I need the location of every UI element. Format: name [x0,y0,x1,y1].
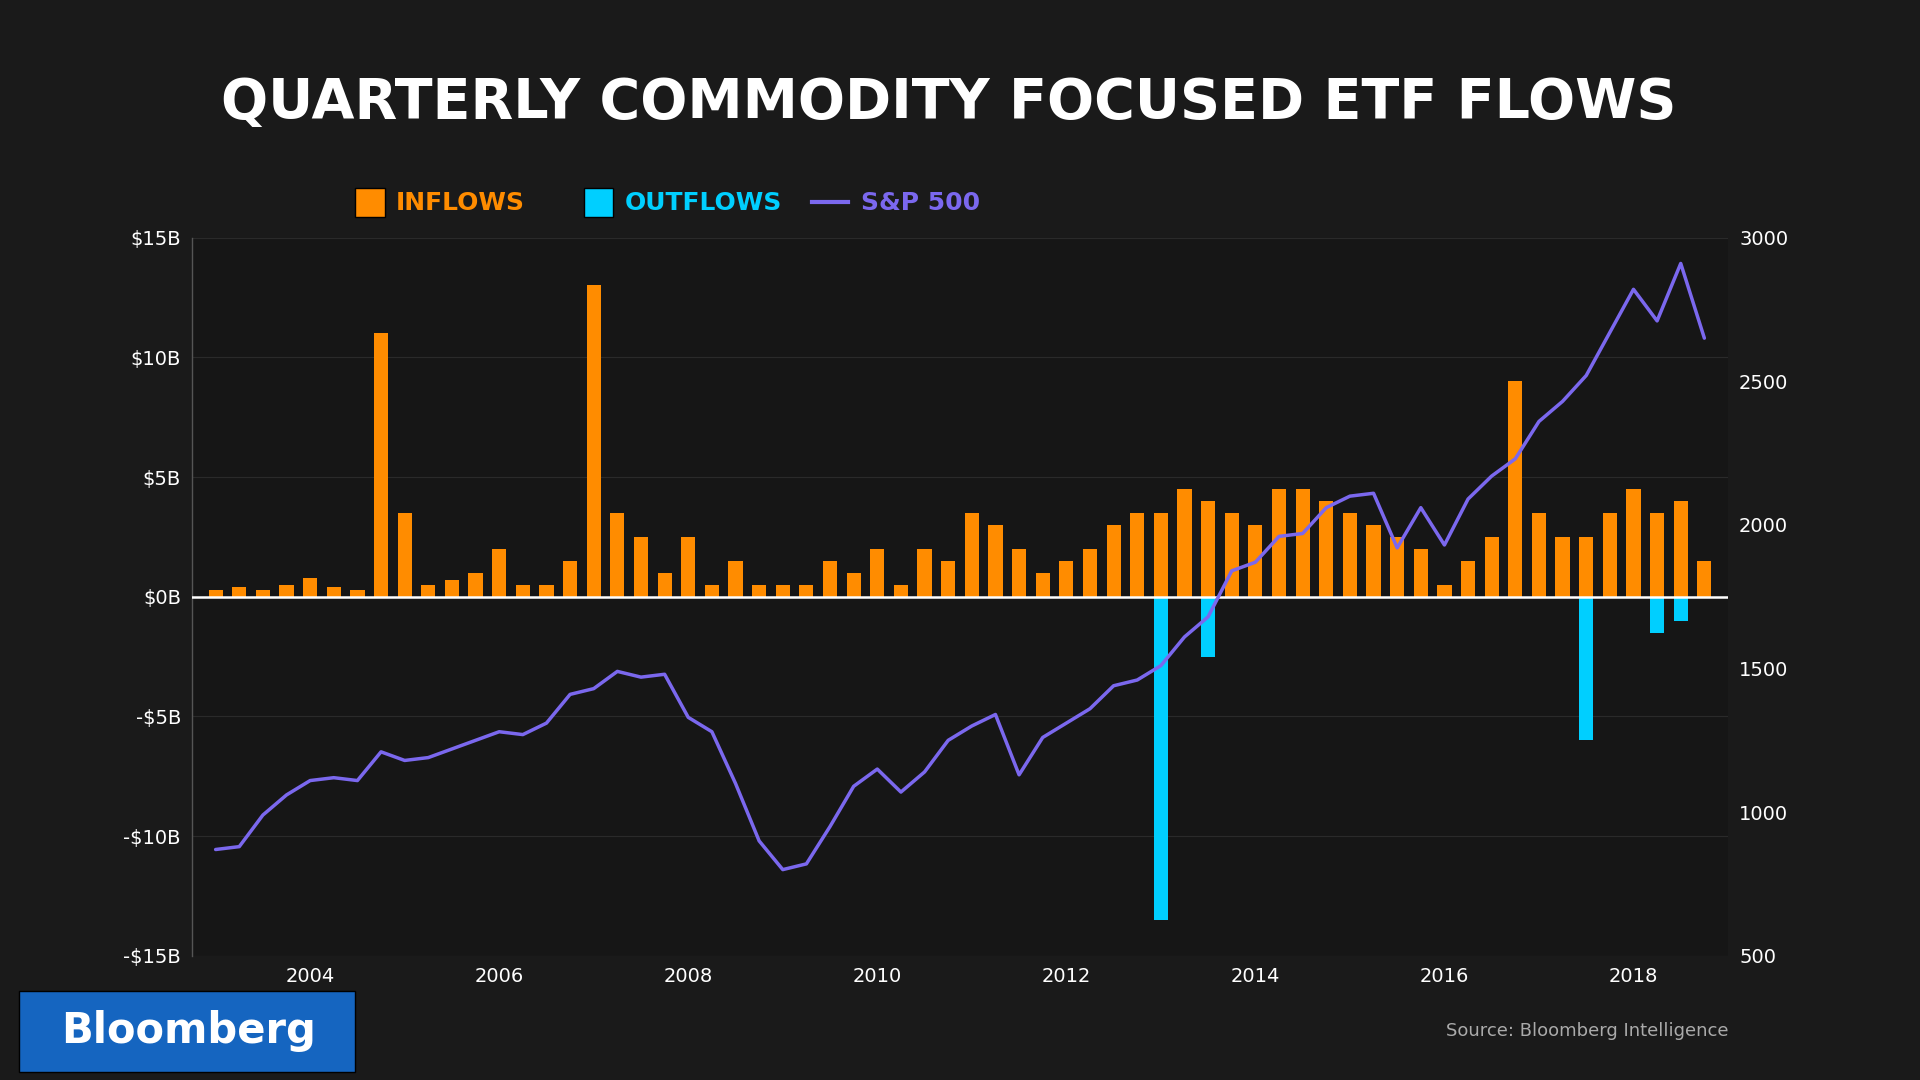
Bar [989,525,1002,597]
Text: Source: Bloomberg Intelligence: Source: Bloomberg Intelligence [1446,1023,1728,1040]
Bar [941,561,956,597]
Bar [1649,597,1665,633]
Bar [895,584,908,597]
FancyBboxPatch shape [355,188,384,217]
Bar [1367,525,1380,597]
Text: QUARTERLY COMMODITY FOCUSED ETF FLOWS: QUARTERLY COMMODITY FOCUSED ETF FLOWS [221,76,1676,130]
Bar [1296,489,1309,597]
Bar [1342,513,1357,597]
Bar [468,572,482,597]
Bar [1649,513,1665,597]
Bar [280,584,294,597]
Bar [1390,537,1404,597]
Bar [1509,381,1523,597]
Bar [1578,537,1594,597]
Bar [1225,513,1238,597]
Bar [847,572,860,597]
Bar [1674,501,1688,597]
Bar [397,513,411,597]
Bar [728,561,743,597]
Bar [420,584,436,597]
Bar [255,590,271,597]
Bar [1319,501,1332,597]
Bar [540,584,553,597]
Bar [1202,597,1215,657]
Bar [349,590,365,597]
Bar [611,513,624,597]
Bar [563,561,578,597]
Bar [1106,525,1121,597]
Bar [1484,537,1500,597]
Bar [705,584,718,597]
Bar [1697,561,1711,597]
Bar [1012,549,1025,597]
Bar [870,549,885,597]
FancyBboxPatch shape [19,990,355,1072]
Bar [776,584,789,597]
Bar [1271,489,1286,597]
Bar [588,285,601,597]
Bar [1603,513,1617,597]
Bar [1532,513,1546,597]
Bar [1248,525,1263,597]
Bar [682,537,695,597]
Bar [657,572,672,597]
Bar [1413,549,1428,597]
Bar [1438,584,1452,597]
Bar [303,578,317,597]
Bar [232,588,246,597]
Bar [1154,597,1167,920]
Bar [1461,561,1475,597]
Bar [326,588,342,597]
Bar [445,580,459,597]
FancyBboxPatch shape [584,188,612,217]
Bar [1035,572,1050,597]
Bar [1177,489,1192,597]
Bar [964,513,979,597]
Bar [918,549,931,597]
Bar [1555,537,1571,597]
Text: Bloomberg: Bloomberg [61,1011,315,1052]
Bar [799,584,814,597]
Bar [1154,513,1167,597]
Bar [1083,549,1096,597]
Bar [209,590,223,597]
Bar [1202,501,1215,597]
Bar [1674,597,1688,621]
Bar [1626,489,1640,597]
Bar [516,584,530,597]
Bar [492,549,507,597]
Bar [374,334,388,597]
Text: OUTFLOWS: OUTFLOWS [624,190,781,215]
Text: S&P 500: S&P 500 [860,190,981,215]
Bar [1578,597,1594,741]
Text: INFLOWS: INFLOWS [396,190,524,215]
Bar [1060,561,1073,597]
Bar [824,561,837,597]
Bar [634,537,649,597]
Bar [753,584,766,597]
Bar [1131,513,1144,597]
